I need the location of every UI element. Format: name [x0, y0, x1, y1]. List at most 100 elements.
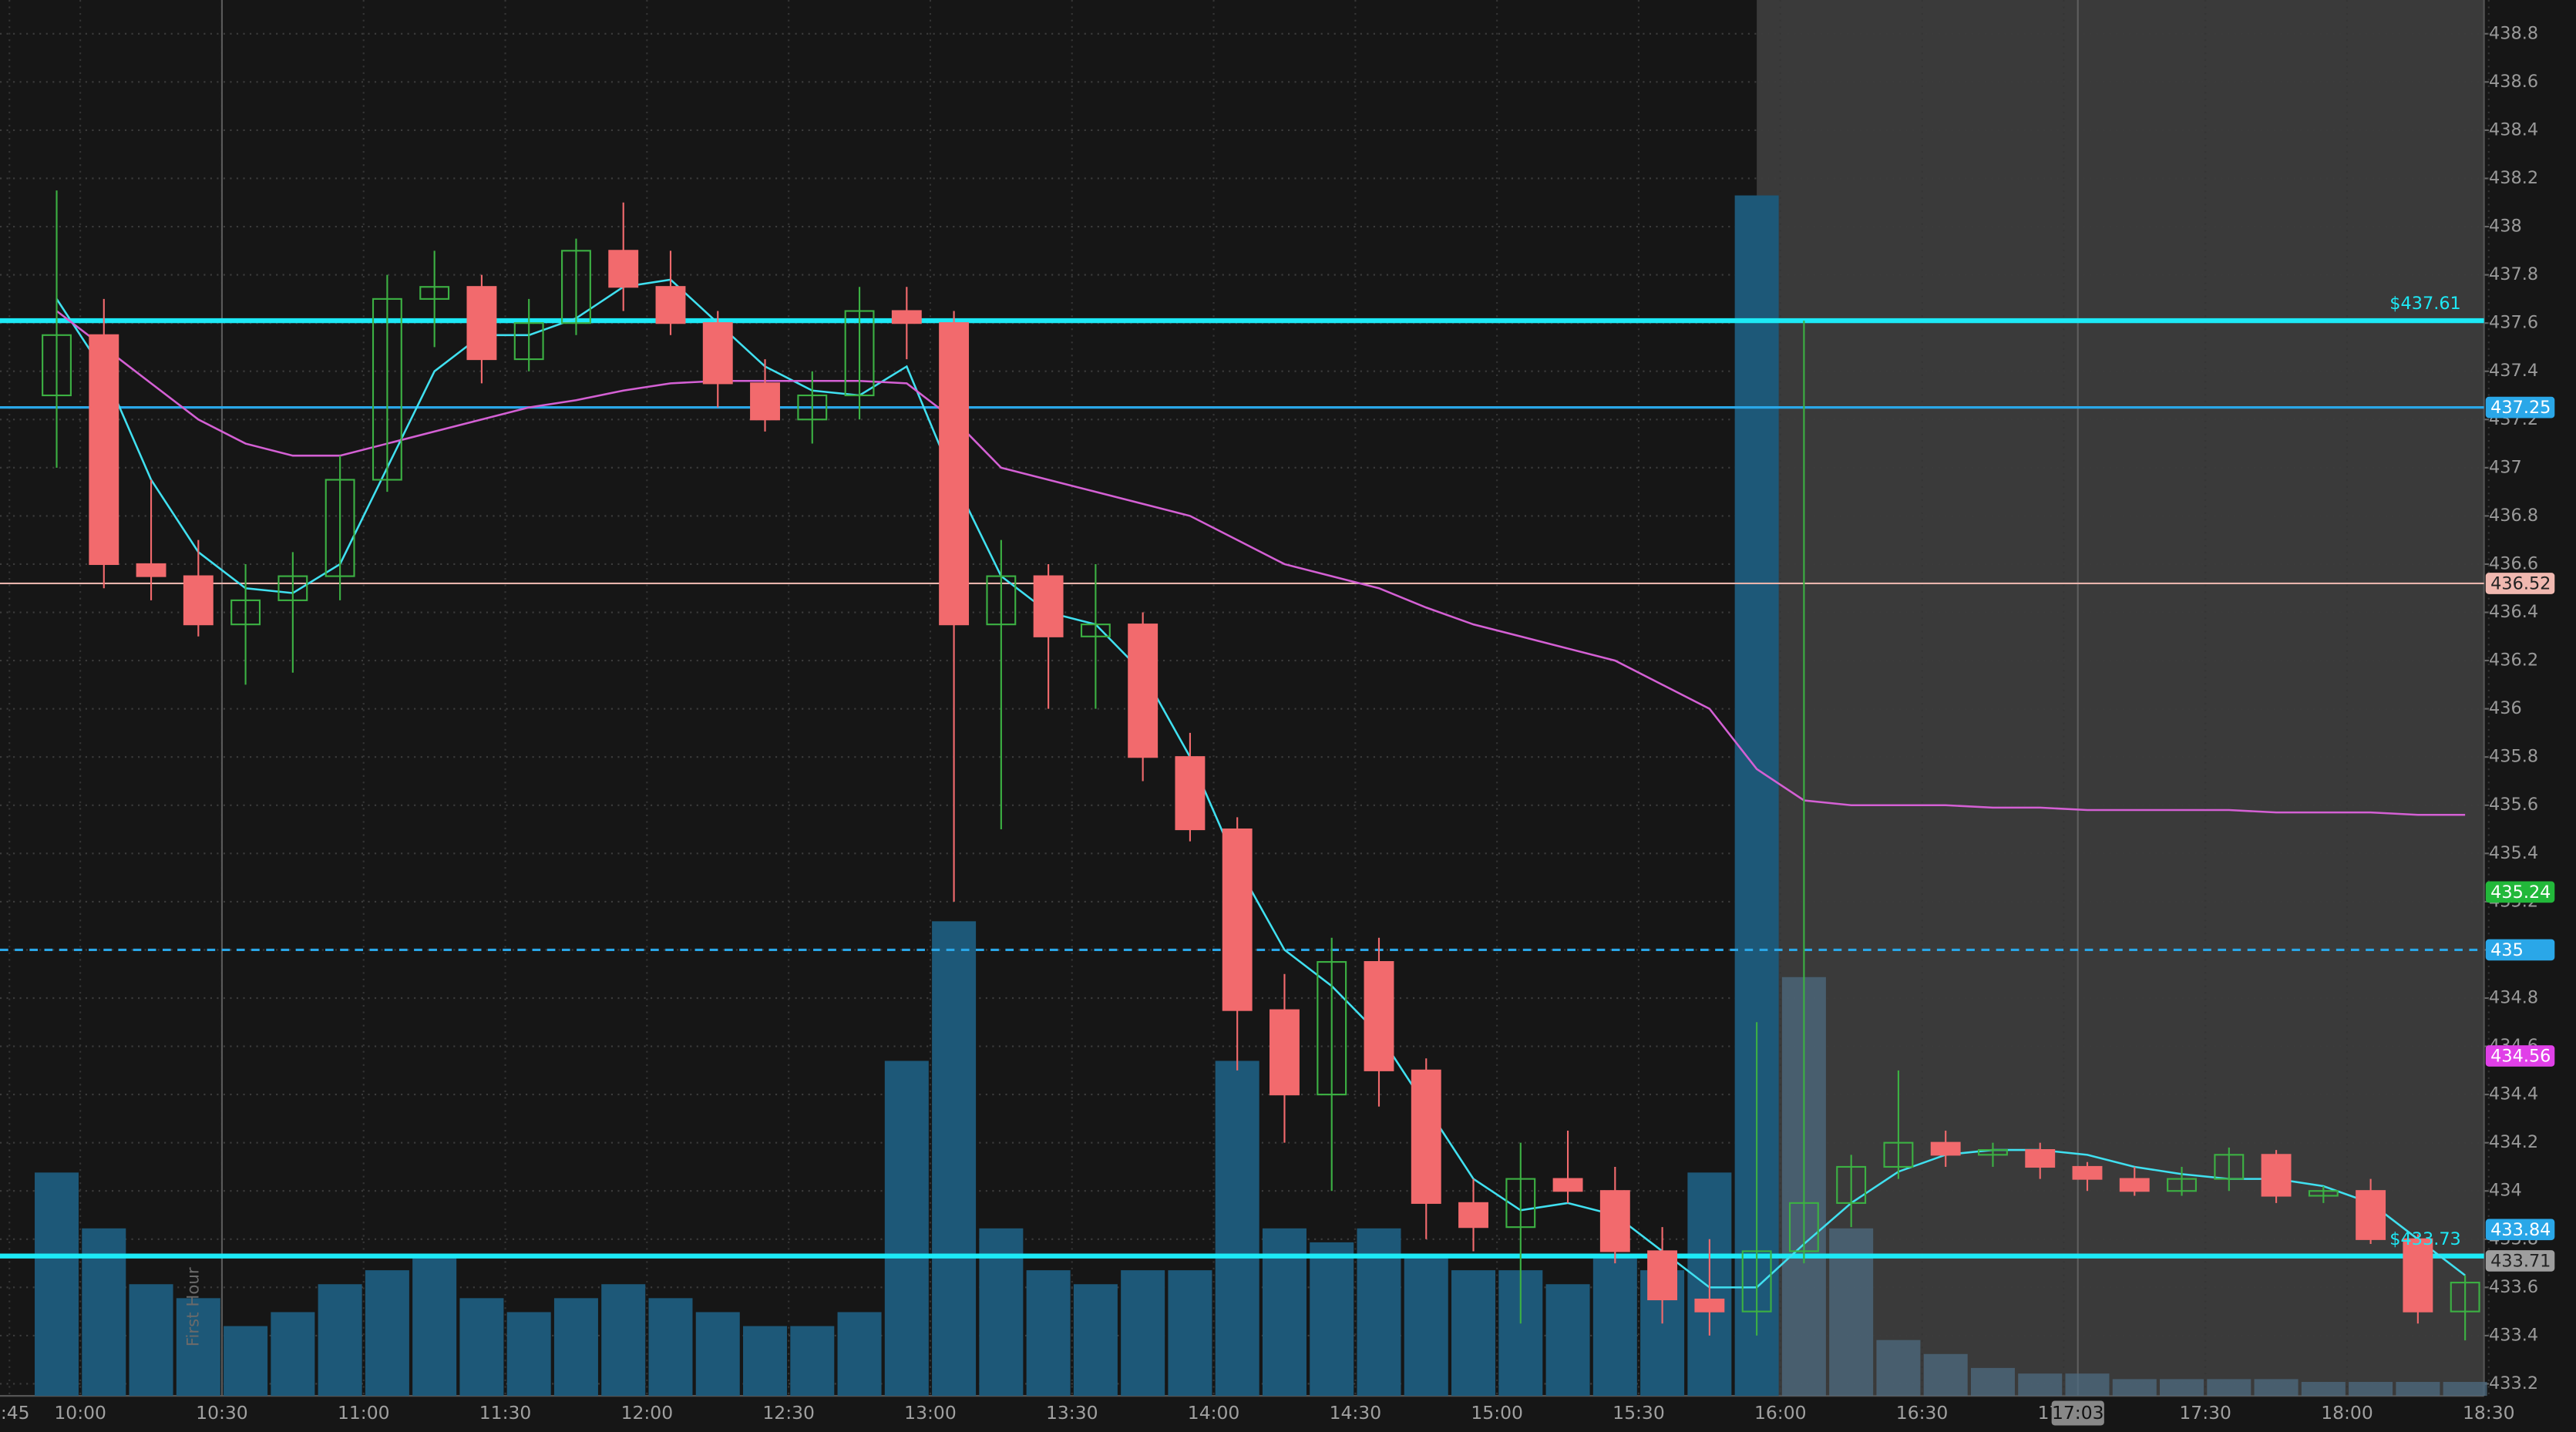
- y-tick-label: 436: [2489, 698, 2522, 718]
- candle-body: [2167, 1178, 2197, 1192]
- price-level-label: $437.61: [2389, 294, 2460, 314]
- candle-body: [1836, 1165, 1867, 1204]
- price-box: [2485, 396, 2555, 419]
- volume-bar: [1168, 1270, 1212, 1397]
- volume-bar: [1829, 1228, 1874, 1397]
- volume-bar: [1073, 1284, 1118, 1397]
- candle-body: [277, 575, 308, 601]
- candle-body: [1222, 828, 1253, 1011]
- volume-bar: [1215, 1061, 1259, 1397]
- price-box: [2485, 1250, 2555, 1272]
- x-tick-label: 14:00: [1188, 1402, 1240, 1424]
- volume-bar: [2207, 1379, 2251, 1397]
- candle-body: [419, 286, 450, 300]
- candle-body: [2119, 1178, 2150, 1192]
- volume-bar: [82, 1228, 126, 1397]
- candle-body: [1741, 1250, 1772, 1313]
- volume-bar: [2065, 1373, 2110, 1397]
- volume-bar: [2396, 1382, 2440, 1397]
- cursor-label: 17:03: [2052, 1402, 2104, 1424]
- x-tick-label: 11:00: [338, 1402, 390, 1424]
- candle-body: [372, 297, 402, 481]
- candle-body: [1647, 1250, 1678, 1301]
- volume-bar: [35, 1172, 79, 1397]
- price-box-label: 437.25: [2490, 398, 2551, 418]
- volume-bar: [412, 1256, 457, 1397]
- candle-body: [2072, 1165, 2103, 1180]
- volume-bar: [743, 1326, 788, 1397]
- candle-body: [797, 394, 828, 421]
- volume-bar: [365, 1270, 409, 1397]
- volume-bar: [271, 1312, 315, 1397]
- volume-bar: [2349, 1382, 2393, 1397]
- price-level-label: $433.73: [2389, 1229, 2460, 1249]
- y-tick-label: 438.2: [2489, 168, 2538, 188]
- volume-bar: [648, 1298, 693, 1397]
- price-box-label: 433.84: [2490, 1220, 2551, 1240]
- x-tick-label: 12:30: [762, 1402, 815, 1424]
- x-tick-label: 9:45: [0, 1402, 30, 1424]
- volume-bar: [1545, 1284, 1590, 1397]
- price-box-label: 435.24: [2490, 882, 2551, 903]
- y-tick-label: 437.8: [2489, 264, 2538, 284]
- price-box: [2485, 573, 2555, 594]
- candle-body: [1364, 961, 1394, 1071]
- x-tick-label: 15:30: [1613, 1402, 1665, 1424]
- x-tick-label: 10:00: [54, 1402, 106, 1424]
- price-box: [2485, 1219, 2555, 1241]
- y-tick-label: 437.6: [2489, 313, 2538, 333]
- volume-bar: [1592, 1256, 1637, 1397]
- candle-body: [42, 334, 72, 397]
- price-box-label: 434.56: [2490, 1047, 2551, 1067]
- candle-body: [1080, 624, 1111, 637]
- volume-bar: [318, 1284, 362, 1397]
- volume-bar: [553, 1298, 598, 1397]
- x-tick-label: 17:30: [2179, 1402, 2231, 1424]
- candle-body: [1552, 1178, 1583, 1192]
- y-tick-label: 436.2: [2489, 650, 2538, 671]
- indicator-line: [55, 310, 2466, 816]
- candle-body: [1128, 624, 1159, 758]
- indicator-line: [55, 278, 2466, 1289]
- candle-body: [561, 250, 591, 324]
- y-tick-label: 434.4: [2489, 1084, 2538, 1104]
- candle-body: [513, 322, 544, 361]
- price-box: [2485, 1045, 2555, 1067]
- price-box: [2485, 939, 2555, 961]
- candle-body: [466, 286, 497, 361]
- candle-body: [844, 310, 875, 397]
- candle-body: [702, 322, 733, 385]
- x-tick-label: 16:00: [1754, 1402, 1807, 1424]
- volume-bar: [979, 1228, 1024, 1397]
- x-tick-label: 18:30: [2463, 1402, 2515, 1424]
- volume-bar: [2018, 1373, 2063, 1397]
- volume-bar: [1357, 1228, 1401, 1397]
- candle-body: [1317, 961, 1347, 1096]
- candle-body: [1175, 756, 1206, 831]
- x-tick-label: 13:30: [1046, 1402, 1098, 1424]
- x-tick-label: 11:30: [479, 1402, 532, 1424]
- candle-body: [891, 310, 922, 324]
- candle-body: [1599, 1190, 1630, 1252]
- y-tick-label: 438.6: [2489, 72, 2538, 92]
- volume-bar: [2443, 1382, 2487, 1397]
- y-tick-label: 435.4: [2489, 843, 2538, 863]
- volume-bar: [2160, 1379, 2204, 1397]
- y-tick-label: 438.4: [2489, 119, 2538, 140]
- candle-body: [1930, 1141, 1961, 1156]
- candle-body: [230, 599, 261, 626]
- price-box-label: 436.52: [2490, 574, 2551, 594]
- volume-bar: [932, 921, 977, 1397]
- y-tick-label: 438: [2489, 217, 2522, 237]
- candle-body: [183, 575, 214, 626]
- volume-bar: [1121, 1270, 1165, 1397]
- candle-body: [1788, 1202, 1819, 1252]
- candle-body: [1978, 1149, 2008, 1156]
- volume-bar: [884, 1061, 929, 1397]
- candle-body: [1694, 1298, 1725, 1313]
- x-tick-label: 16:30: [1896, 1402, 1949, 1424]
- x-tick-label: 18:00: [2321, 1402, 2373, 1424]
- x-tick-label: 15:00: [1471, 1402, 1523, 1424]
- volume-bar: [1970, 1367, 2015, 1397]
